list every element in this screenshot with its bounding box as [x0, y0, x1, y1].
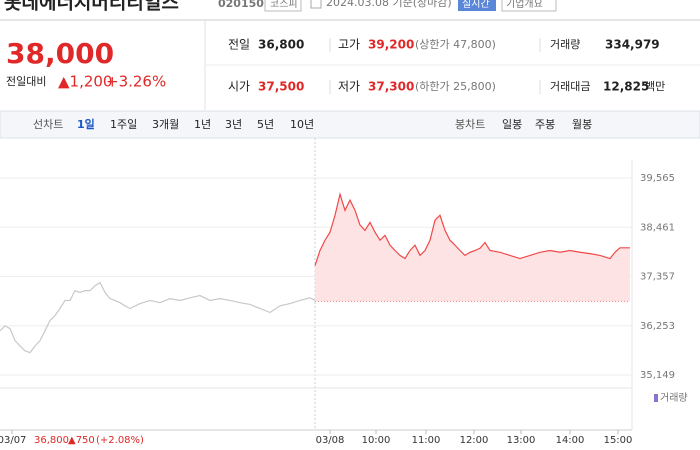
x-tick-label: 14:00: [556, 435, 585, 446]
x-tick-label: 12:00: [460, 435, 489, 446]
current-price: 38,000: [6, 37, 114, 70]
legend-swatch: [654, 394, 658, 402]
stock-code: 020150: [218, 0, 264, 10]
price-line: [314, 192, 630, 266]
prev-rate: (+2.08%): [96, 435, 144, 446]
date: 2024.03.08 기준(장마감): [326, 0, 452, 9]
tab[interactable]: 일봉: [502, 117, 522, 131]
rate: +3.26%: [106, 73, 166, 91]
y-tick-label: 35,149: [640, 370, 675, 381]
stat-unit: 백만: [645, 80, 665, 93]
price-area: [315, 194, 630, 302]
prev-change: ▲750: [68, 435, 95, 446]
stat-note: (상한가 47,800): [415, 38, 496, 51]
company[interactable]: 기업개요: [506, 0, 543, 10]
tab[interactable]: 3개월: [152, 118, 179, 131]
stat-value: 334,979: [605, 38, 660, 52]
tab[interactable]: 주봉: [535, 118, 555, 131]
x-tick-label: 10:00: [362, 435, 391, 446]
price-line: [0, 281, 316, 354]
tab[interactable]: 1주일: [110, 117, 137, 131]
x-tick-label: 15:00: [604, 435, 633, 446]
tab[interactable]: 5년: [257, 118, 274, 131]
change: ▲1,200: [58, 73, 112, 91]
x-tick-label: 11:00: [412, 435, 441, 446]
stat-label: 시가: [228, 80, 250, 94]
y-tick-label: 37,357: [640, 272, 675, 283]
market-badge: [264, 0, 302, 12]
tab-group-label: 봉차트: [455, 118, 485, 131]
stat-value: 12,825: [603, 80, 649, 94]
x-tick-label: 13:00: [507, 435, 536, 446]
stat-value: 39,200: [368, 38, 414, 52]
stat-value: 37,500: [258, 80, 304, 94]
stat-label: 거래량: [550, 38, 580, 51]
realtime[interactable]: 실시간: [462, 0, 490, 10]
change-label: 전일대비: [6, 74, 46, 88]
stat-label: 저가: [338, 80, 360, 94]
y-tick-label: 36,253: [640, 321, 675, 332]
stat-label: 전일: [228, 38, 250, 52]
x-tick-label: 03/07: [0, 435, 26, 446]
market: 코스피: [270, 0, 298, 10]
calendar-icon: [310, 0, 322, 9]
stock-name: 롯데에너지머티리얼즈: [4, 0, 179, 14]
stat-value: 36,800: [258, 38, 304, 52]
x-tick-label: 03/08: [316, 435, 345, 446]
stat-label: 고가: [338, 38, 360, 52]
y-tick-label: 39,565: [640, 173, 675, 184]
tab[interactable]: 1일: [77, 117, 95, 131]
tab[interactable]: 1년: [194, 118, 211, 131]
tab-bar: [0, 110, 700, 139]
realtime-button[interactable]: [458, 0, 496, 11]
company-button[interactable]: [501, 0, 557, 12]
tab[interactable]: 월봉: [572, 118, 592, 131]
volume-label: 거래량: [660, 392, 688, 404]
tab-group-label: 선차트: [33, 118, 63, 131]
prev-close: 36,800: [34, 435, 69, 446]
tabs: 선차트 1일 1주일 3개월 1년 3년 5년 10년 봉차트 일봉 주봉 월봉: [33, 117, 592, 131]
y-tick-label: 38,461: [640, 222, 675, 233]
tab[interactable]: 10년: [290, 118, 314, 131]
stat-note: (하한가 25,800): [415, 79, 496, 93]
tab[interactable]: 3년: [225, 118, 242, 131]
stat-label: 거래대금: [550, 80, 590, 93]
stat-value: 37,300: [368, 80, 414, 94]
